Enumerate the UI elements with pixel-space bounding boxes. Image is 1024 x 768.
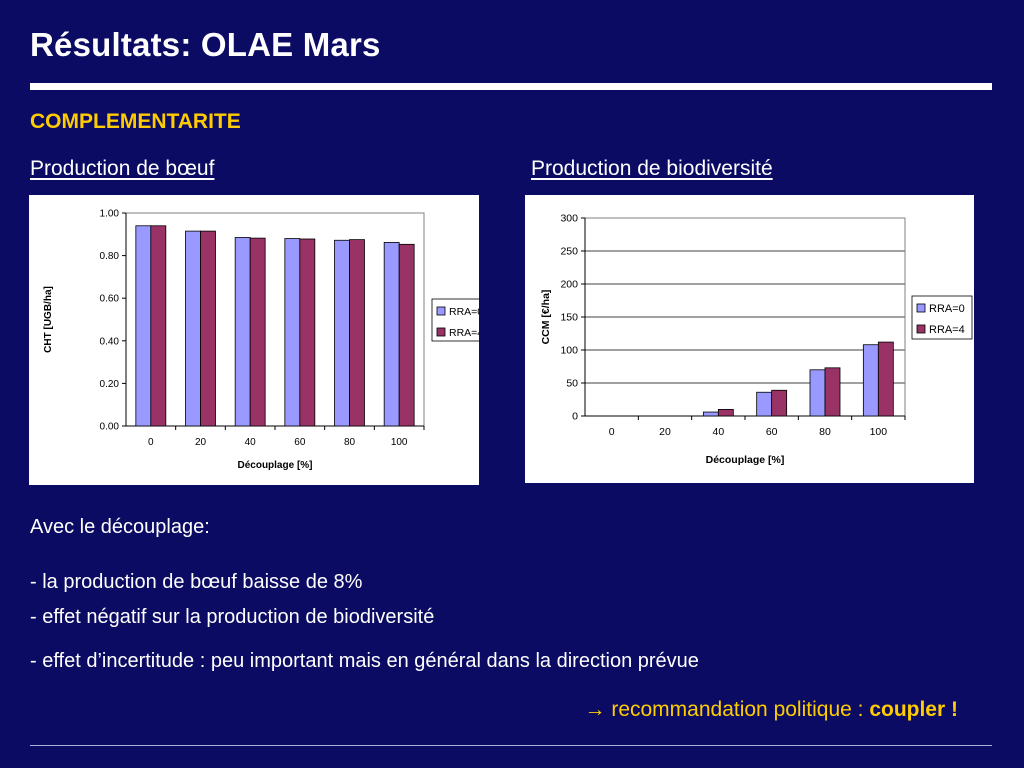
biodiversity-chart-svg: 0 50 100 150 200 250 300 0 20 40 60 80 100 Découplage… bbox=[540, 213, 973, 466]
biodiversity-chart-heading: Production de biodiversité bbox=[531, 157, 773, 180]
biodiversity-chart-y-tick-label: 200 bbox=[560, 279, 578, 291]
beef-chart-y-tick-label: 0.80 bbox=[100, 251, 120, 262]
beef-chart: 0.00 0.20 0.40 0.60 0.80 1.00 0 20 40 60 80 100 Déco… bbox=[29, 195, 479, 485]
recommendation: → recommandation politique : coupler ! bbox=[584, 698, 958, 722]
biodiversity-chart-y-tick-label: 250 bbox=[560, 246, 578, 258]
biodiversity-chart-y-tick-label: 0 bbox=[572, 411, 578, 423]
biodiversity-chart-bar bbox=[717, 408, 734, 417]
biodiversity-chart-x-tick-label: 60 bbox=[766, 426, 778, 438]
beef-chart-bar bbox=[234, 237, 251, 427]
biodiversity-chart-bar bbox=[824, 367, 841, 417]
beef-chart-x-tick-label: 100 bbox=[391, 437, 408, 448]
bullet-biodiversity: - effet négatif sur la production de bio… bbox=[30, 606, 435, 628]
biodiversity-chart-x-tick-label: 100 bbox=[870, 426, 888, 438]
arrow-right-icon: → bbox=[584, 698, 606, 721]
beef-chart-x-axis-title: Découplage [%] bbox=[237, 460, 312, 471]
biodiversity-chart-legend-swatch bbox=[916, 303, 926, 313]
beef-chart-y-tick-label: 0.00 bbox=[100, 422, 120, 433]
beef-chart-legend-swatch bbox=[436, 306, 446, 316]
beef-chart-x-tick-label: 80 bbox=[344, 437, 356, 448]
beef-chart-bar bbox=[249, 237, 266, 427]
footer-divider bbox=[30, 745, 992, 746]
beef-chart-y-tick-label: 0.40 bbox=[100, 336, 120, 347]
recommendation-prefix: recommandation politique : bbox=[611, 698, 870, 721]
beef-chart-y-tick-label: 0.20 bbox=[100, 379, 120, 390]
intro-text: Avec le découplage: bbox=[30, 516, 210, 538]
biodiversity-chart-bar bbox=[771, 389, 788, 417]
beef-chart-bar bbox=[135, 225, 152, 427]
biodiversity-chart-legend-label: RRA=4 bbox=[929, 324, 965, 336]
beef-chart-legend-label: RRA=0 bbox=[449, 306, 479, 318]
beef-chart-bar bbox=[398, 243, 415, 427]
slide-title: Résultats: OLAE Mars bbox=[30, 26, 381, 63]
biodiversity-chart-bar bbox=[702, 411, 719, 417]
bullet-beef: - la production de bœuf baisse de 8% bbox=[30, 571, 363, 593]
beef-chart-svg: 0.00 0.20 0.40 0.60 0.80 1.00 0 20 40 60 80 100 Déco… bbox=[43, 209, 479, 471]
biodiversity-chart-bar bbox=[756, 391, 773, 417]
beef-chart-bar bbox=[334, 239, 350, 427]
beef-chart-legend-swatch bbox=[436, 327, 446, 337]
biodiversity-chart-x-tick-label: 20 bbox=[659, 426, 671, 438]
recommendation-emphasis: coupler ! bbox=[869, 698, 958, 721]
biodiversity-chart-bar bbox=[877, 341, 894, 417]
biodiversity-chart-bar bbox=[862, 344, 879, 417]
beef-chart-x-tick-label: 20 bbox=[195, 437, 207, 448]
beef-chart-bar bbox=[383, 241, 400, 427]
biodiversity-chart-x-tick-label: 40 bbox=[712, 426, 724, 438]
biodiversity-chart-legend-label: RRA=0 bbox=[929, 303, 965, 315]
beef-chart-x-tick-label: 60 bbox=[294, 437, 306, 448]
section-subtitle: COMPLEMENTARITE bbox=[30, 110, 241, 133]
beef-chart-bar bbox=[299, 238, 316, 427]
beef-chart-x-tick-label: 0 bbox=[148, 437, 154, 448]
biodiversity-chart-x-axis-title: Découplage [%] bbox=[706, 454, 785, 466]
biodiversity-chart-x-tick-label: 80 bbox=[819, 426, 831, 438]
beef-chart-heading: Production de bœuf bbox=[30, 157, 215, 180]
beef-chart-bar bbox=[200, 230, 216, 427]
bullet-uncertainty: - effet d’incertitude : peu important ma… bbox=[30, 650, 699, 672]
beef-chart-y-tick-label: 0.60 bbox=[100, 294, 120, 305]
biodiversity-chart: 0 50 100 150 200 250 300 0 20 40 60 80 100 Découplage… bbox=[525, 195, 974, 483]
beef-chart-bar bbox=[150, 225, 167, 427]
biodiversity-chart-x-tick-label: 0 bbox=[609, 426, 615, 438]
beef-chart-bar bbox=[349, 239, 365, 427]
beef-chart-bar bbox=[185, 230, 201, 427]
biodiversity-chart-y-axis-title: CCM [€/ha] bbox=[540, 290, 552, 345]
biodiversity-chart-y-tick-label: 50 bbox=[566, 378, 578, 390]
beef-chart-y-axis-title: CHT [UGB/ha] bbox=[43, 286, 54, 353]
biodiversity-chart-y-tick-label: 100 bbox=[560, 345, 578, 357]
beef-chart-bar bbox=[284, 238, 301, 427]
biodiversity-chart-bar bbox=[809, 369, 826, 417]
beef-chart-y-tick-label: 1.00 bbox=[100, 209, 120, 220]
title-divider bbox=[30, 83, 992, 90]
beef-chart-legend-label: RRA=4 bbox=[449, 327, 479, 339]
biodiversity-chart-y-tick-label: 300 bbox=[560, 213, 578, 225]
biodiversity-chart-legend-swatch bbox=[916, 324, 926, 334]
beef-chart-x-tick-label: 40 bbox=[245, 437, 257, 448]
beef-chart-plot-area bbox=[125, 212, 425, 427]
biodiversity-chart-y-tick-label: 150 bbox=[560, 312, 578, 324]
